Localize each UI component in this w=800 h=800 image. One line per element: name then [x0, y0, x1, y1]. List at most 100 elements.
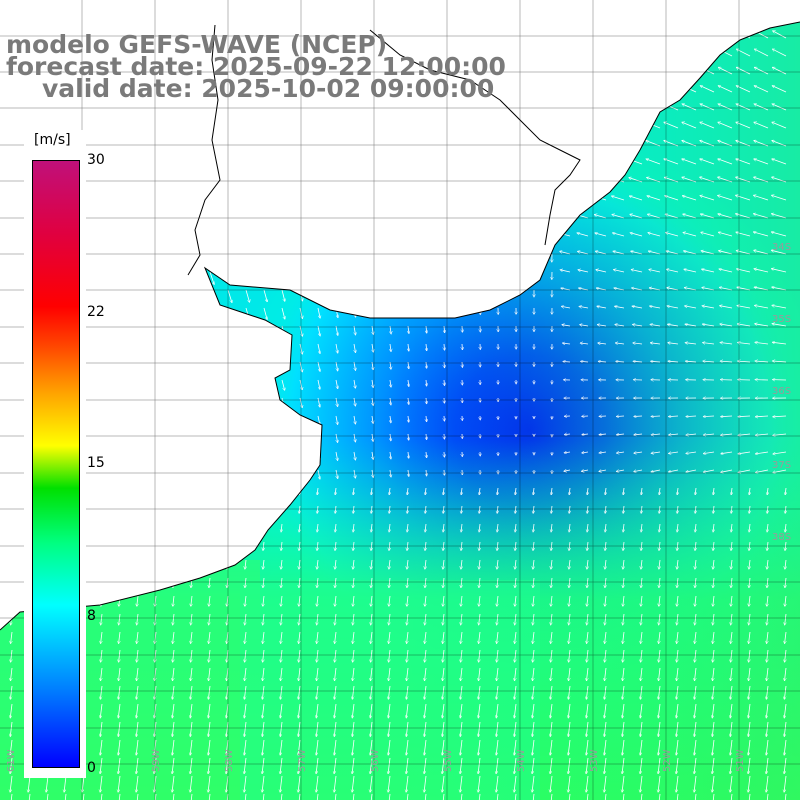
wind-arrow	[173, 595, 174, 606]
wind-arrow	[665, 196, 679, 201]
wind-arrow	[335, 613, 336, 625]
wind-arrow	[677, 667, 679, 681]
wind-arrow	[738, 416, 751, 417]
wind-arrow	[425, 559, 426, 569]
wind-arrow	[695, 577, 696, 588]
wind-arrow	[263, 181, 267, 195]
wind-arrow	[480, 37, 481, 51]
wind-arrow	[137, 469, 143, 482]
wind-arrow	[10, 685, 13, 699]
wind-arrow	[281, 361, 285, 372]
wind-arrow	[443, 631, 444, 643]
wind-arrow	[659, 613, 660, 625]
wind-arrow	[119, 235, 125, 248]
wind-arrow	[390, 253, 391, 263]
wind-arrow	[390, 397, 391, 405]
wind-arrow	[11, 631, 12, 643]
wind-arrow	[353, 631, 354, 643]
wind-arrow	[575, 49, 589, 57]
wind-arrow	[407, 577, 408, 588]
wind-arrow	[617, 470, 625, 472]
wind-arrow	[651, 416, 661, 417]
wind-arrow	[641, 487, 642, 495]
wind-arrow	[335, 595, 336, 606]
wind-arrow	[551, 559, 552, 569]
wind-arrow	[209, 451, 214, 464]
wind-arrow	[669, 469, 679, 472]
wind-arrow	[592, 86, 607, 93]
wind-arrow	[137, 307, 143, 320]
wind-arrow	[335, 577, 336, 588]
wind-arrow	[389, 559, 390, 569]
wind-arrow	[371, 631, 372, 643]
wind-arrow	[227, 217, 232, 230]
wind-arrow	[685, 288, 697, 291]
wind-arrow	[613, 233, 625, 237]
wind-arrow	[701, 214, 715, 219]
wind-arrow	[281, 505, 282, 513]
wind-arrow	[209, 217, 214, 230]
wind-arrow	[119, 163, 125, 176]
wind-arrow	[119, 199, 125, 212]
wind-arrow	[191, 289, 196, 302]
wind-arrow	[11, 109, 18, 121]
wind-arrow	[651, 434, 661, 435]
wind-arrow	[353, 145, 356, 159]
wind-arrow	[65, 109, 72, 122]
wind-arrow	[137, 325, 143, 338]
wind-arrow	[408, 307, 409, 316]
wind-arrow	[605, 631, 606, 643]
wind-arrow	[227, 127, 232, 140]
wind-arrow	[731, 487, 732, 495]
wind-arrow	[640, 685, 643, 699]
wind-arrow	[480, 217, 481, 227]
wind-arrow	[668, 361, 679, 362]
wind-arrow	[443, 487, 444, 495]
wind-arrow	[462, 145, 463, 158]
wind-arrow	[426, 343, 427, 351]
wind-arrow	[611, 159, 625, 165]
wind-arrow	[685, 343, 697, 344]
wind-arrow	[245, 271, 250, 284]
wind-arrow	[155, 235, 161, 248]
wind-arrow	[533, 505, 534, 513]
wind-arrow	[227, 469, 232, 482]
wind-arrow	[562, 325, 571, 326]
wind-arrow	[605, 523, 606, 532]
wind-arrow	[579, 306, 589, 308]
wind-arrow	[634, 470, 643, 472]
wind-arrow	[353, 253, 356, 264]
wind-arrow	[353, 217, 356, 229]
wind-arrow	[720, 324, 733, 327]
wind-arrow	[550, 685, 553, 699]
colorbar-tick-8: 8	[87, 608, 96, 624]
wind-arrow	[119, 325, 125, 338]
wind-arrow	[372, 433, 373, 441]
wind-arrow	[773, 342, 787, 345]
wind-arrow	[173, 415, 179, 428]
wind-arrow	[755, 49, 769, 57]
wind-arrow	[408, 397, 409, 404]
wind-arrow	[634, 434, 643, 435]
wind-arrow	[444, 22, 445, 33]
wind-arrow	[731, 505, 732, 513]
wind-arrow	[263, 433, 267, 445]
wind-arrow	[137, 613, 138, 625]
wind-arrow	[227, 343, 232, 356]
wind-arrow	[515, 649, 516, 662]
wind-arrow	[587, 559, 588, 569]
wind-arrow	[173, 163, 179, 176]
wind-arrow	[587, 523, 588, 532]
wind-arrow	[209, 253, 214, 266]
wind-arrow	[649, 270, 661, 273]
wind-arrow	[749, 559, 750, 569]
wind-arrow	[11, 289, 18, 301]
wind-arrow	[695, 649, 696, 662]
wind-arrow	[263, 271, 267, 284]
wind-arrow	[748, 685, 751, 699]
wind-arrow	[610, 86, 625, 93]
wind-arrow	[623, 631, 624, 643]
wind-arrow	[479, 649, 480, 662]
wind-arrow	[668, 324, 679, 327]
